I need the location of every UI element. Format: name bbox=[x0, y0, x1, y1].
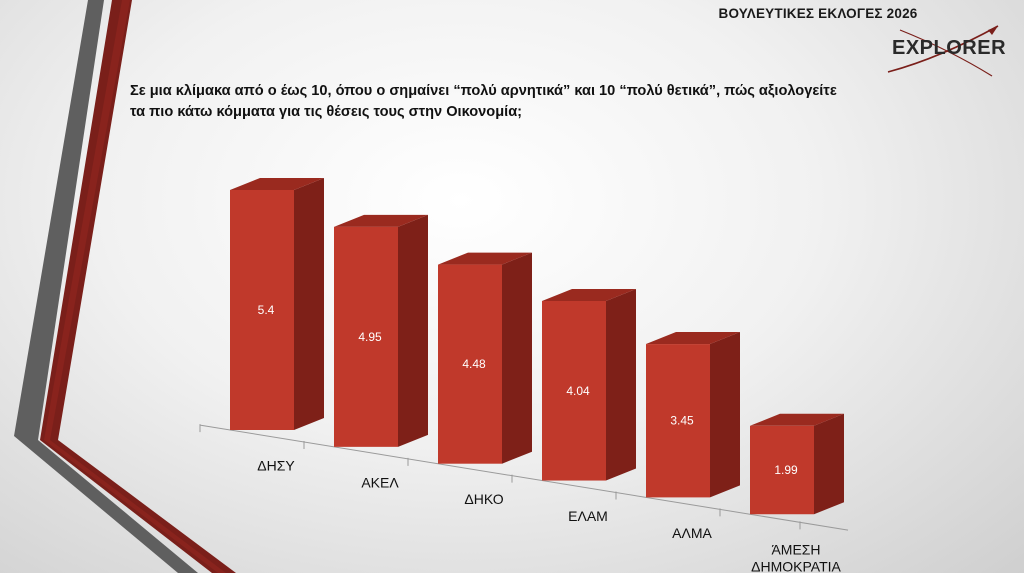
bar-front-face bbox=[542, 300, 606, 481]
bar-data-label: 3.45 bbox=[670, 414, 694, 428]
bar-data-label: 1.99 bbox=[774, 463, 798, 477]
x-tick-label: ΆΜΕΣΗ bbox=[771, 542, 820, 558]
x-tick-label: ΔΗΣΥ bbox=[257, 457, 295, 473]
bar-top-face bbox=[750, 413, 844, 426]
bar-data-label: 4.04 bbox=[566, 384, 590, 398]
bar-side-face bbox=[294, 178, 324, 430]
bar-side-face bbox=[502, 252, 532, 464]
x-tick-label: ΕΛΑΜ bbox=[568, 508, 608, 524]
survey-title: ΒΟΥΛΕΥΤΙΚΕΣ ΕΚΛΟΓΕΣ 2026 bbox=[718, 6, 918, 21]
bar-data-label: 4.95 bbox=[358, 330, 382, 344]
x-tick-label: ΑΛΜΑ bbox=[672, 525, 712, 541]
explorer-logo: EXPLORER bbox=[870, 20, 1020, 80]
bar-front-face bbox=[438, 264, 502, 464]
question-line-2: τα πιο κάτω κόμματα για τις θέσεις τους … bbox=[130, 104, 523, 120]
red-stripe bbox=[40, 0, 236, 573]
bar-top-face bbox=[646, 332, 740, 345]
bar-data-label: 5.4 bbox=[258, 303, 275, 317]
logo-swoosh-icon bbox=[887, 25, 999, 77]
bar-front-face bbox=[750, 425, 814, 515]
bar-front-face bbox=[334, 226, 398, 447]
bar-top-face bbox=[438, 252, 532, 265]
bar-top-face bbox=[542, 288, 636, 301]
bar-data-label: 4.48 bbox=[462, 357, 486, 371]
logo-text: EXPLORER bbox=[892, 37, 1007, 59]
bar-front-face bbox=[646, 344, 710, 498]
question-line-1: Σε μια κλίμακα από ο έως 10, όπου ο σημα… bbox=[130, 83, 837, 99]
grey-stripe bbox=[14, 0, 198, 573]
bar-front-face bbox=[230, 190, 294, 430]
survey-question: Σε μια κλίμακα από ο έως 10, όπου ο σημα… bbox=[130, 81, 990, 123]
x-tick-label: ΑΚΕΛ bbox=[361, 474, 399, 490]
bar-side-face bbox=[606, 288, 636, 481]
x-axis-line bbox=[199, 424, 849, 531]
x-tick-label: ΔΗΚΟ bbox=[464, 491, 503, 507]
bar-side-face bbox=[710, 332, 740, 498]
bar-side-face bbox=[814, 413, 844, 515]
bar-top-face bbox=[334, 214, 428, 227]
bar-top-face bbox=[230, 178, 324, 190]
bar-side-face bbox=[398, 214, 428, 447]
x-tick-label: ΔΗΜΟΚΡΑΤΙΑ bbox=[751, 559, 841, 573]
